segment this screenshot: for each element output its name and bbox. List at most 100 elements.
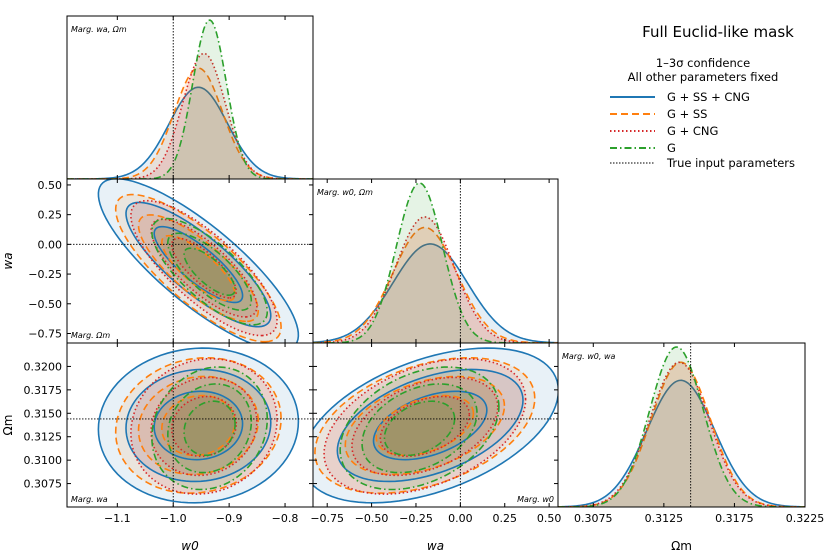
contour-line-3-1 xyxy=(166,232,253,311)
xticklabel-wa-2: −0.25 xyxy=(399,512,433,525)
contour-fill-3-1 xyxy=(167,233,252,311)
xticklabel-w0-1: −1.0 xyxy=(160,512,187,525)
xticklabel-om-1: 0.3125 xyxy=(645,512,684,525)
contour-fill-3-0 xyxy=(151,218,268,325)
yticklabel-wa-0: 0.50 xyxy=(38,179,63,192)
yticklabel-om-1: 0.3175 xyxy=(24,384,63,397)
xticklabel-wa-1: −0.50 xyxy=(355,512,389,525)
panel-label-p_w0: Marg. wa, Ωm xyxy=(71,25,127,34)
xticklabel-om-3: 0.3225 xyxy=(786,512,825,525)
yticklabel-wa-3: −0.25 xyxy=(28,268,62,281)
panel-label-p_wa: Marg. w0, Ωm xyxy=(317,188,373,197)
xticklabel-w0-0: −1.1 xyxy=(104,512,131,525)
xticklabel-w0-2: −0.9 xyxy=(216,512,243,525)
diag-curve-wa-2 xyxy=(313,216,558,343)
contour-line-1-2 xyxy=(314,356,536,494)
legend-label-0: G + SS + CNG xyxy=(667,90,750,104)
contour-fill-3-2 xyxy=(184,401,236,456)
yticklabel-om-0: 0.3200 xyxy=(24,360,63,373)
xticklabel-om-2: 0.3175 xyxy=(715,512,754,525)
contour-line-3-1 xyxy=(361,383,478,474)
contour-fill-0-0 xyxy=(313,348,558,503)
xlabel-wa: wa xyxy=(427,539,444,553)
panel-w0-om xyxy=(97,347,300,504)
xlabel-w0: w0 xyxy=(181,539,199,553)
contour-line-3-0 xyxy=(183,247,236,296)
contour-fill-1-0 xyxy=(314,357,535,494)
contour-line-3-0 xyxy=(383,400,456,457)
contour-line-2-0 xyxy=(379,395,471,458)
yticklabel-om-2: 0.3150 xyxy=(24,407,63,420)
legend-header-line2: All other parameters fixed xyxy=(628,70,779,84)
panel-label-p_waom: Marg. w0 xyxy=(517,495,554,504)
legend-label-1: G + SS xyxy=(667,107,707,121)
contour-line-1-1 xyxy=(344,375,506,476)
diag-fill-om-2 xyxy=(558,362,805,507)
diag-fill-wa-3 xyxy=(313,183,558,343)
contour-fill-2-2 xyxy=(171,238,237,298)
contour-line-0-0 xyxy=(153,225,244,304)
legend-header-line1: 1–3σ confidence xyxy=(656,56,750,70)
contour-fill-0-0 xyxy=(98,179,299,343)
contour-line-3-0 xyxy=(183,400,236,457)
diag-panel-om xyxy=(558,346,805,507)
contour-fill-0-2 xyxy=(154,226,243,303)
contour-fill-0-1 xyxy=(126,369,271,482)
contour-line-1-0 xyxy=(375,394,475,457)
contour-line-3-1 xyxy=(166,383,253,474)
diag-fill-om-0 xyxy=(558,380,805,507)
diag-curve-om-2 xyxy=(558,361,805,507)
contour-line-3-2 xyxy=(339,366,500,491)
contour-fill-1-1 xyxy=(345,376,505,475)
contour-line-0-1 xyxy=(336,368,524,483)
figure-title: Full Euclid-like mask xyxy=(642,23,794,41)
contour-line-1-2 xyxy=(114,193,282,343)
contour-line-0-0 xyxy=(153,390,244,461)
contour-line-1-1 xyxy=(137,214,260,323)
contour-fill-1-2 xyxy=(161,235,235,301)
xticklabel-wa-0: −0.75 xyxy=(310,512,344,525)
diag-curve-wa-0 xyxy=(313,243,558,343)
diag-fill-w0-0 xyxy=(67,87,313,179)
contour-line-1-0 xyxy=(161,234,236,302)
diag-curve-wa-1 xyxy=(313,226,558,343)
contour-line-0-0 xyxy=(372,390,488,461)
yticklabel-om-5: 0.3075 xyxy=(24,478,63,491)
contour-line-1-0 xyxy=(161,394,236,457)
panel-wa-om xyxy=(313,347,558,504)
yticklabel-wa-1: 0.25 xyxy=(38,209,63,222)
contour-fill-3-1 xyxy=(167,383,252,473)
xticklabel-wa-4: 0.25 xyxy=(492,512,517,525)
contour-fill-2-2 xyxy=(171,396,237,457)
panel-w0-wa xyxy=(97,179,300,343)
diag-fill-wa-2 xyxy=(313,216,558,343)
panel-label-p_w0om: Marg. wa xyxy=(71,495,108,504)
contour-fill-3-2 xyxy=(384,401,455,456)
panel-frame-2-2 xyxy=(557,342,806,508)
diag-fill-wa-0 xyxy=(313,243,558,343)
yticklabel-wa-5: −0.75 xyxy=(28,327,62,340)
diag-fill-w0-1 xyxy=(67,68,313,179)
legend-label-3: G xyxy=(667,141,676,155)
diag-panel-w0 xyxy=(67,19,313,179)
contour-line-2-0 xyxy=(170,237,238,299)
contour-line-0-2 xyxy=(97,179,300,343)
xticklabel-om-0: 0.3075 xyxy=(574,512,613,525)
diag-fill-om-3 xyxy=(558,347,805,507)
diag-curve-om-3 xyxy=(558,346,805,507)
legend: Full Euclid-like mask 1–3σ confidence Al… xyxy=(610,23,795,170)
contour-line-1-2 xyxy=(114,356,282,494)
ylabel-wa: wa xyxy=(1,252,15,269)
yticklabel-om-4: 0.3100 xyxy=(24,454,63,467)
diag-curve-om-0 xyxy=(558,379,805,507)
yticklabel-wa-4: −0.50 xyxy=(28,298,62,311)
contour-line-0-2 xyxy=(97,347,300,504)
diag-fill-om-1 xyxy=(558,362,805,507)
legend-items: G + SS + CNG G + SS G + CNG G xyxy=(610,90,750,155)
contour-line-0-2 xyxy=(313,347,558,504)
ylabel-om: Ωm xyxy=(1,415,15,436)
contour-fill-2-0 xyxy=(130,358,278,495)
xlabel-om: Ωm xyxy=(671,539,692,553)
contour-fill-2-0 xyxy=(130,200,278,336)
yticklabel-wa-2: 0.00 xyxy=(38,238,63,251)
